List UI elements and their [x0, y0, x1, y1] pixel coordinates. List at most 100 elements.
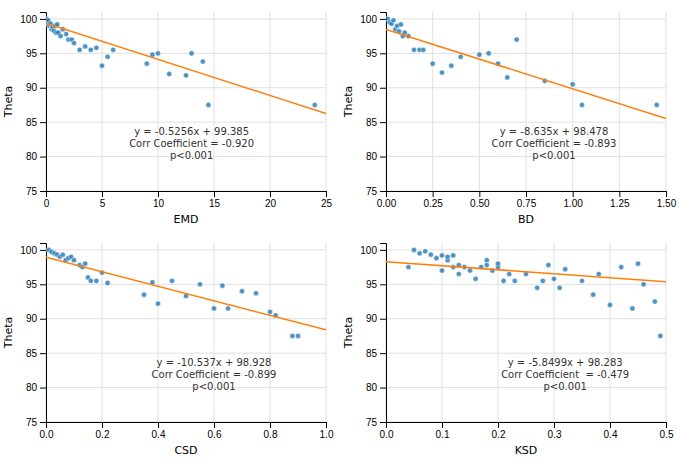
tick-mark — [498, 422, 499, 428]
point — [591, 292, 596, 297]
point — [169, 278, 174, 283]
point — [64, 31, 69, 36]
tick-mark — [40, 19, 46, 20]
point — [641, 282, 646, 287]
grid-line-x — [158, 243, 159, 422]
grid-line-x — [214, 243, 215, 422]
axis-line — [380, 13, 387, 192]
tick-label: 0.0 — [40, 429, 54, 440]
axis-line — [380, 244, 387, 423]
point — [99, 63, 104, 68]
grid-line-y — [386, 249, 666, 250]
point — [406, 264, 411, 269]
tick-label: 1.0 — [320, 429, 334, 440]
grid — [386, 243, 666, 422]
tick-label: 100 — [20, 245, 37, 256]
point — [458, 54, 463, 59]
grid-line-y — [46, 249, 326, 250]
tick-label: 0.8 — [264, 429, 278, 440]
tick-mark — [40, 353, 46, 354]
grid-line-x — [572, 12, 573, 191]
tick-label: 0.6 — [208, 429, 222, 440]
point — [183, 73, 188, 78]
grid-line-y — [386, 318, 666, 319]
annotation: y = -8.635x + 98.478Corr Coefficient = -… — [492, 126, 617, 161]
point — [398, 22, 403, 27]
tick: 95 — [26, 48, 46, 59]
point — [439, 268, 444, 273]
axis-line — [40, 13, 47, 192]
tick-label: 0.3 — [548, 429, 562, 440]
point — [535, 285, 540, 290]
grid-line-x — [270, 12, 271, 191]
tick-label: 100 — [360, 245, 377, 256]
point — [88, 278, 93, 283]
point — [239, 289, 244, 294]
tick-mark — [380, 19, 386, 20]
tick: 80 — [366, 382, 386, 393]
tick-mark — [380, 53, 386, 54]
point — [60, 252, 65, 257]
tick: 85 — [26, 348, 46, 359]
tick: 5 — [100, 191, 106, 209]
annotation-text: y = -0.5256x + 99.385 — [134, 126, 249, 137]
plot-area — [386, 247, 666, 338]
point — [83, 261, 88, 266]
tick: 80 — [26, 151, 46, 162]
tick: 90 — [26, 82, 46, 93]
point — [71, 40, 76, 45]
tick-label: 0.4 — [604, 429, 618, 440]
grid-line-y — [46, 387, 326, 388]
point — [155, 51, 160, 56]
tick-mark — [40, 122, 46, 123]
point — [220, 283, 225, 288]
axis-line — [387, 192, 667, 198]
tick: 0.75 — [517, 191, 537, 209]
tick: 75 — [26, 186, 46, 197]
y-axis-title: Theta — [342, 317, 355, 350]
point — [654, 102, 659, 107]
trend-line — [46, 257, 326, 330]
grid-line-y — [46, 18, 326, 19]
tick-label: 90 — [366, 82, 378, 93]
annotation-text: p<0.001 — [170, 150, 213, 161]
point — [635, 261, 640, 266]
y-axis: 7580859095100 — [360, 244, 386, 428]
point — [71, 258, 76, 263]
tick-mark — [380, 157, 386, 158]
tick-mark — [433, 191, 434, 197]
tick: 1.25 — [610, 191, 630, 209]
grid-line-x — [479, 12, 480, 191]
tick: 1.00 — [563, 191, 583, 209]
point — [434, 256, 439, 261]
tick-label: 80 — [366, 382, 378, 393]
panel: 0.00.20.40.60.81.07580859095100y = -10.5… — [2, 243, 334, 457]
y-axis-title: Theta — [2, 317, 15, 350]
point — [295, 333, 300, 338]
point — [501, 278, 506, 283]
tick-label: 0.5 — [660, 429, 674, 440]
plot-area — [386, 16, 666, 118]
tick-mark — [380, 284, 386, 285]
tick-mark — [40, 88, 46, 89]
tick-label: 80 — [26, 151, 38, 162]
point — [197, 282, 202, 287]
tick-mark — [326, 191, 327, 197]
tick-mark — [270, 191, 271, 197]
tick: 20 — [265, 191, 277, 209]
tick-label: 75 — [26, 417, 38, 428]
point — [211, 306, 216, 311]
tick: 85 — [366, 348, 386, 359]
point — [484, 262, 489, 267]
x-axis: 0.00.10.20.30.40.5 — [380, 422, 674, 440]
x-axis-title: CSD — [174, 444, 197, 457]
grid-line-y — [386, 156, 666, 157]
point — [456, 271, 461, 276]
tick-mark — [40, 319, 46, 320]
point — [540, 278, 545, 283]
point — [206, 102, 211, 107]
tick-label: 90 — [26, 313, 38, 324]
tick-label: 5 — [100, 198, 106, 209]
point — [428, 252, 433, 257]
grid-line-x — [619, 12, 620, 191]
